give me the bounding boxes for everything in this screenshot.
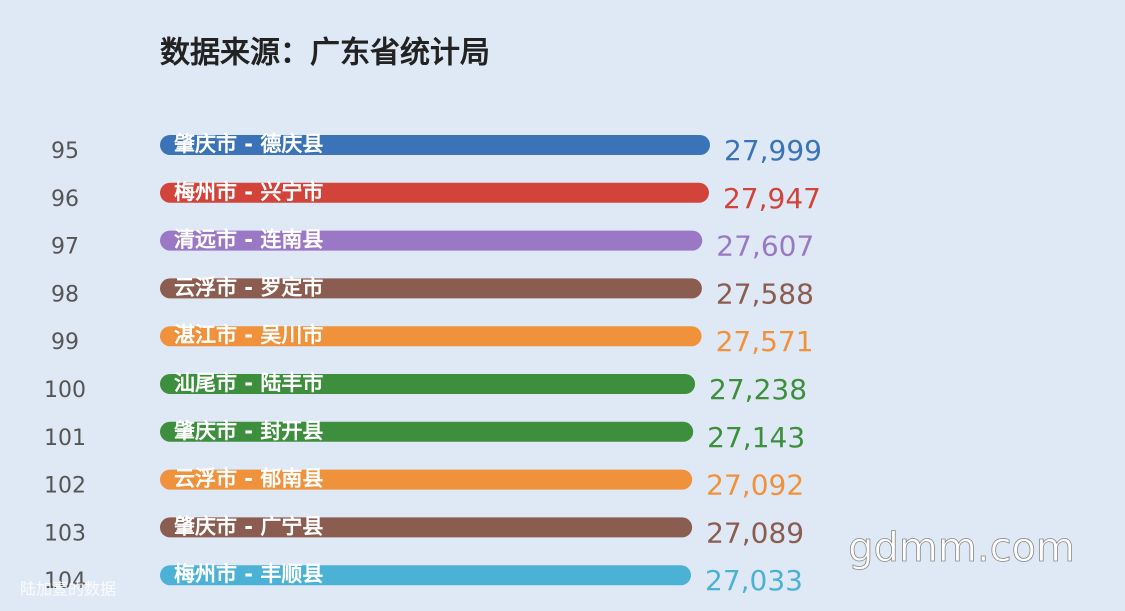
chart-title: 数据来源：广东省统计局 [160,36,490,71]
rank-label: 97 [51,235,79,260]
rank-label: 101 [44,426,86,451]
category-label: 肇庆市 - 德庆县 [174,132,323,156]
rank-label: 96 [51,187,79,212]
bar [160,326,702,347]
bar [160,517,693,538]
value-label: 27,089 [706,516,804,549]
category-label: 肇庆市 - 封开县 [174,419,323,443]
bar [160,135,710,155]
rank-label: 103 [44,521,86,546]
bar [160,469,693,490]
bar [160,182,709,203]
category-label: 汕尾市 - 陆丰市 [174,371,323,395]
category-label: 肇庆市 - 广宁县 [174,514,323,538]
bar [160,374,696,394]
category-label: 清远市 - 连南县 [174,228,323,252]
value-label: 27,143 [707,421,805,454]
rank-label: 99 [51,330,79,355]
watermark: gdmm.com [848,525,1075,571]
bar [160,421,694,442]
rank-label: 102 [44,474,86,499]
value-label: 27,571 [716,325,814,358]
rank-label: 95 [51,139,79,164]
value-label: 27,033 [705,564,803,597]
value-label: 27,947 [723,182,821,215]
value-label: 27,238 [709,373,807,406]
category-label: 梅州市 - 丰顺县 [174,562,323,586]
bar [160,278,702,299]
rank-label: 104 [44,569,86,594]
value-label: 27,999 [724,134,822,167]
value-label: 27,092 [706,469,804,502]
credit: 陆加壹的数据 [20,580,116,599]
category-label: 梅州市 - 兴宁市 [174,180,323,204]
category-label: 湛江市 - 吴川市 [174,323,323,347]
category-label: 云浮市 - 郁南县 [174,467,323,491]
bar [160,230,703,251]
category-label: 云浮市 - 罗定市 [174,275,323,299]
rank-label: 100 [44,378,86,403]
bar [160,565,692,586]
value-label: 27,588 [716,277,814,310]
rank-label: 98 [51,282,79,307]
value-label: 27,607 [716,230,814,263]
